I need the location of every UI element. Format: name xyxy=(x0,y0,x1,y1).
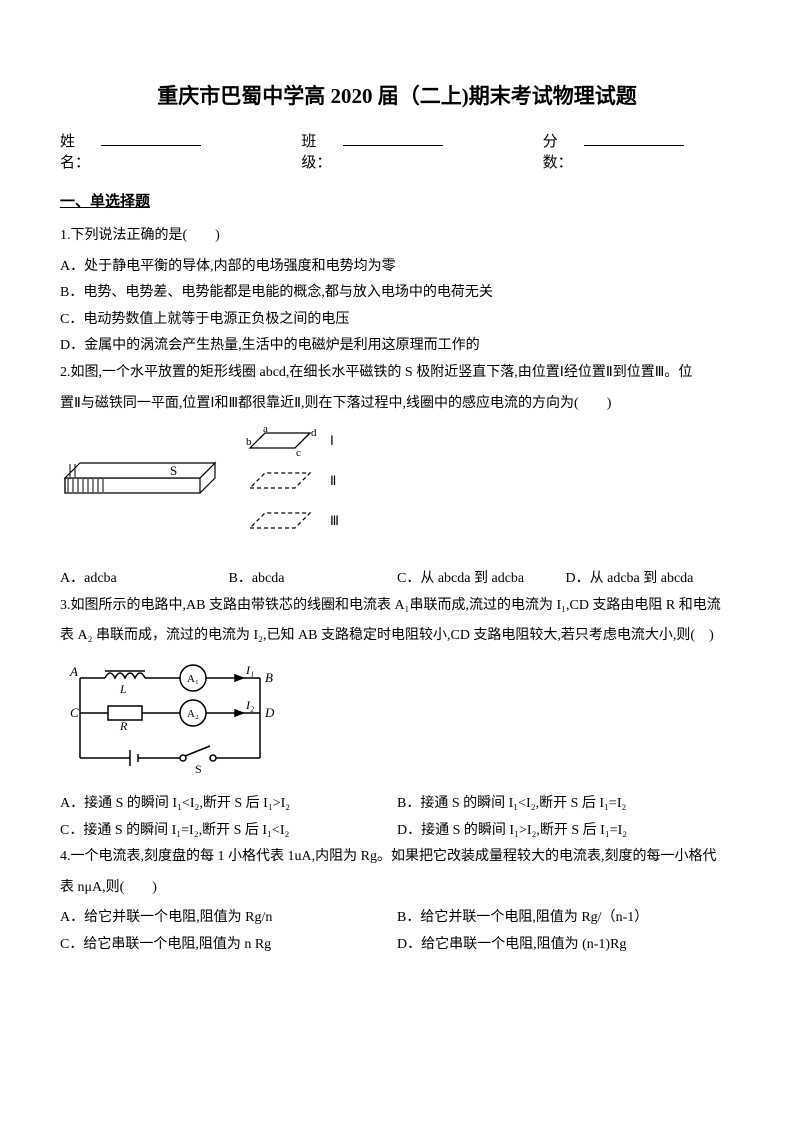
fig3-label-r: R xyxy=(119,719,128,733)
fig3-label-a1: A₁ xyxy=(187,673,199,685)
q4-stem-line2: 表 nμA,则( ) xyxy=(60,875,734,902)
fig3-label-switch: S xyxy=(195,762,202,776)
class-label: 班级： xyxy=(301,130,342,172)
q4-option-c: C．给它串联一个电阻,阻值为 n Rg xyxy=(60,932,397,959)
q2-diagram-svg: S b c a d Ⅰ Ⅱ Ⅲ xyxy=(60,423,360,553)
q2-option-c: C．从 abcda 到 adcba xyxy=(397,566,566,593)
section-1-header: 一、单选择题 xyxy=(60,190,734,211)
score-label: 分数： xyxy=(543,130,584,172)
q2-options: A．adcba B．abcda C．从 abcda 到 adcba D．从 ad… xyxy=(60,566,734,593)
fig3-label-c: C xyxy=(70,705,79,720)
class-field: 班级： xyxy=(301,130,442,172)
fig2-label-b: b xyxy=(246,436,252,448)
fig3-label-a: A xyxy=(69,664,78,679)
fig3-label-l: L xyxy=(119,682,127,696)
q1-option-c: C．电动势数值上就等于电源正负极之间的电压 xyxy=(60,307,734,334)
q1-option-a: A．处于静电平衡的导体,内部的电场强度和电势均为零 xyxy=(60,254,734,281)
fig3-label-b: B xyxy=(265,670,273,685)
q3-option-c: C．接通 S 的瞬间 I₁=I₂,断开 S 后 I₁<I₂ xyxy=(60,818,397,845)
q2-stem-line2: 置Ⅱ与磁铁同一平面,位置Ⅰ和Ⅲ都很靠近Ⅱ,则在下落过程中,线圈中的感应电流的方向… xyxy=(60,391,734,418)
q3-option-a: A．接通 S 的瞬间 I₁<I₂,断开 S 后 I₁>I₂ xyxy=(60,791,397,818)
score-field: 分数： xyxy=(543,130,684,172)
q1-option-b: B．电势、电势差、电势能都是电能的概念,都与放入电场中的电荷无关 xyxy=(60,280,734,307)
fig2-label-pos1: Ⅰ xyxy=(330,433,334,448)
q4-stem-line1: 4.一个电流表,刻度盘的每 1 小格代表 1uA,内阻为 Rg。如果把它改装成量… xyxy=(60,844,734,871)
q4-option-b: B．给它并联一个电阻,阻值为 Rg/（n-1） xyxy=(397,905,734,932)
fig3-label-i2: I₂ xyxy=(245,698,254,712)
q4-options: A．给它并联一个电阻,阻值为 Rg/n B．给它并联一个电阻,阻值为 Rg/（n… xyxy=(60,905,734,958)
q2-figure: S b c a d Ⅰ Ⅱ Ⅲ xyxy=(60,423,734,558)
q4-option-a: A．给它并联一个电阻,阻值为 Rg/n xyxy=(60,905,397,932)
score-blank xyxy=(584,130,684,146)
q2-stem-line1: 2.如图,一个水平放置的矩形线圈 abcd,在细长水平磁铁的 S 极附近竖直下落… xyxy=(60,360,734,387)
q3-circuit-svg: A B C D L R A₁ A₂ I₁ I₂ S xyxy=(60,658,300,778)
q4-option-d: D．给它串联一个电阻,阻值为 (n-1)Rg xyxy=(397,932,734,959)
name-label: 姓名： xyxy=(60,130,101,172)
q1-stem: 1.下列说法正确的是( ) xyxy=(60,223,734,250)
q2-option-b: B．abcda xyxy=(229,566,398,593)
exam-page: 重庆市巴蜀中学高 2020 届（二上)期末考试物理试题 姓名： 班级： 分数： … xyxy=(0,0,794,999)
q1-option-d: D．金属中的涡流会产生热量,生活中的电磁炉是利用这原理而工作的 xyxy=(60,333,734,360)
q3-option-b: B．接通 S 的瞬间 I₁<I₂,断开 S 后 I₁=I₂ xyxy=(397,791,734,818)
q3-stem-line1: 3.如图所示的电路中,AB 支路由带铁芯的线圈和电流表 A₁串联而成,流过的电流… xyxy=(60,593,734,620)
q3-stem-line2: 表 A₂ 串联而成，流过的电流为 I₂,已知 AB 支路稳定时电阻较小,CD 支… xyxy=(60,623,734,650)
fig2-label-pos2: Ⅱ xyxy=(330,473,336,488)
q3-option-d: D．接通 S 的瞬间 I₁>I₂,断开 S 后 I₁=I₂ xyxy=(397,818,734,845)
q2-option-d: D．从 adcba 到 abcda xyxy=(566,566,735,593)
fig2-label-c: c xyxy=(296,447,301,459)
fig2-label-s: S xyxy=(170,463,177,478)
fig2-label-pos3: Ⅲ xyxy=(330,513,339,528)
q3-figure: A B C D L R A₁ A₂ I₁ I₂ S xyxy=(60,658,734,783)
fig3-label-d: D xyxy=(264,705,275,720)
name-blank xyxy=(101,130,201,146)
info-line: 姓名： 班级： 分数： xyxy=(60,130,734,172)
fig2-label-d: d xyxy=(311,427,317,439)
exam-title: 重庆市巴蜀中学高 2020 届（二上)期末考试物理试题 xyxy=(60,80,734,110)
fig3-label-a2: A₂ xyxy=(187,708,199,720)
q2-option-a: A．adcba xyxy=(60,566,229,593)
q3-options: A．接通 S 的瞬间 I₁<I₂,断开 S 后 I₁>I₂ B．接通 S 的瞬间… xyxy=(60,791,734,844)
fig3-label-i1: I₁ xyxy=(245,663,254,677)
fig2-label-a: a xyxy=(263,423,268,435)
name-field: 姓名： xyxy=(60,130,201,172)
class-blank xyxy=(343,130,443,146)
